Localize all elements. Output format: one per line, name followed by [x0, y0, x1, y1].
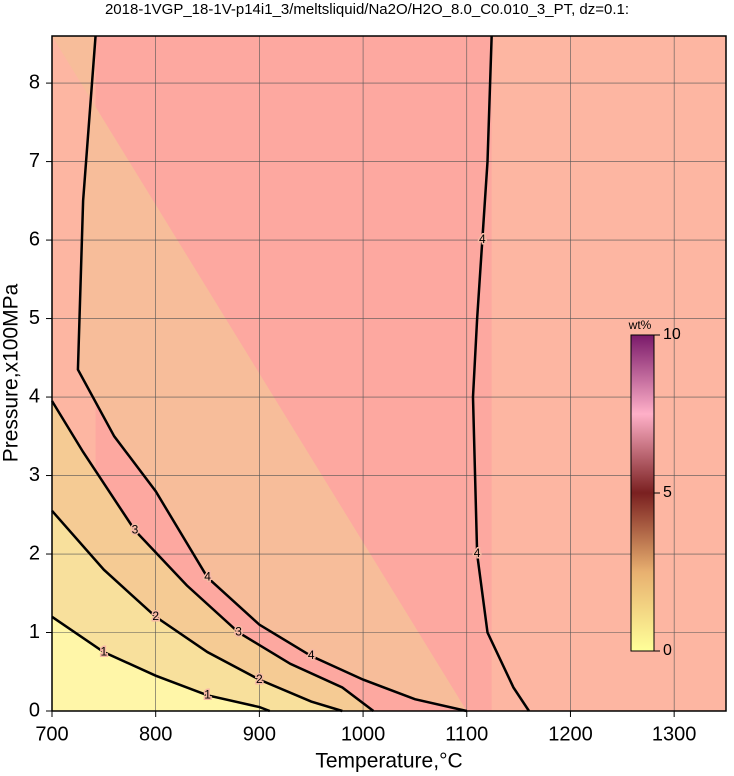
contour-lines: 1 1 2 2 3 3 4 4 4 4 — [50, 35, 531, 713]
contour-label: 1 — [101, 644, 108, 658]
x-tick-label: 1000 — [341, 723, 386, 745]
y-tick-label: 0 — [29, 699, 40, 721]
colorbar-label: wt% — [628, 318, 652, 332]
y-tick-label: 6 — [29, 228, 40, 250]
y-axis-title: Pressure,x100MPa — [0, 283, 23, 462]
contour-line — [51, 615, 271, 713]
y-tick-label: 5 — [29, 307, 40, 329]
y-tick-label: 7 — [29, 150, 40, 172]
colorbar — [630, 334, 655, 652]
x-tick-label: 1200 — [548, 723, 593, 745]
chart-title: 2018-1VGP_18-1V-p14i1_3/meltsliquid/Na2O… — [105, 1, 629, 18]
x-tick-label: 1100 — [445, 723, 488, 745]
contour-line — [76, 35, 468, 713]
contour-label: 2 — [256, 672, 263, 686]
y-tick-label: 1 — [29, 621, 40, 643]
y-tick-label: 3 — [29, 464, 40, 486]
contour-label: 4 — [204, 570, 211, 584]
x-tick-label: 800 — [139, 723, 172, 745]
contour-band — [52, 616, 270, 711]
contour-label: 4 — [474, 546, 481, 560]
y-tick-label: 2 — [29, 542, 40, 564]
contour-line — [471, 35, 531, 712]
contour-label: 4 — [479, 232, 486, 246]
y-tick-label: 8 — [29, 71, 40, 93]
x-tick-label: 900 — [243, 723, 276, 745]
contour-label: 4 — [308, 648, 315, 662]
y-tick-label: 4 — [29, 385, 40, 407]
contour-label: 2 — [152, 609, 159, 623]
x-axis-title: Temperature,°C — [315, 750, 462, 773]
colorbar-tick-label: 0 — [663, 642, 672, 659]
grid — [51, 36, 726, 712]
contour-line — [50, 400, 375, 712]
x-tick-label: 700 — [35, 723, 68, 745]
contour-label: 3 — [235, 625, 242, 639]
colorbar-tick-label: 5 — [663, 484, 672, 501]
plot-frame — [51, 35, 727, 712]
x-tick-label: 1300 — [652, 723, 697, 745]
contour-label: 3 — [132, 523, 139, 537]
contour-line — [51, 510, 343, 713]
colorbar-tick-label: 10 — [663, 326, 681, 343]
contour-label: 1 — [204, 687, 211, 701]
